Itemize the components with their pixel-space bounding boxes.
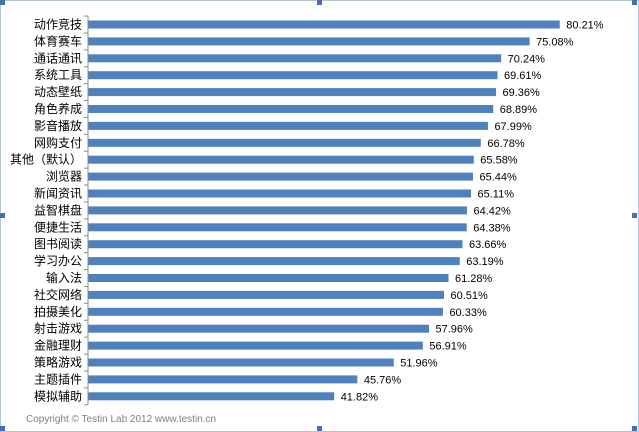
data-label: 66.78%	[487, 138, 525, 150]
data-label: 63.19%	[466, 256, 504, 268]
category-label: 动作竞技	[34, 18, 82, 32]
bar	[88, 37, 530, 46]
data-label: 69.36%	[502, 87, 540, 99]
category-label: 其他（默认）	[10, 152, 82, 167]
data-label: 64.38%	[473, 222, 511, 234]
bar	[88, 121, 488, 130]
data-label: 65.11%	[478, 189, 515, 201]
category-label: 网购支付	[34, 135, 82, 150]
data-label: 61.28%	[455, 273, 493, 285]
data-label: 60.51%	[450, 290, 488, 302]
bar	[88, 358, 394, 367]
resize-handle-bottom-right[interactable]	[632, 426, 637, 431]
category-label: 金融理财	[34, 338, 82, 353]
bar	[88, 324, 430, 333]
data-label: 41.82%	[341, 391, 379, 403]
bar	[88, 105, 494, 113]
data-label: 57.96%	[436, 324, 474, 336]
bar	[88, 172, 473, 181]
resize-handle-top-left[interactable]	[0, 0, 5, 5]
bar	[88, 138, 481, 147]
bar	[88, 274, 449, 282]
data-label: 60.33%	[449, 307, 487, 319]
bar	[88, 189, 472, 198]
category-label: 社交网络	[34, 287, 82, 302]
resize-handle-middle-right[interactable]	[632, 213, 637, 218]
data-label: 67.99%	[494, 121, 532, 133]
bar	[88, 88, 496, 97]
data-label: 69.61%	[504, 70, 542, 82]
resize-handle-middle-left[interactable]	[0, 213, 5, 218]
category-label: 动态壁纸	[34, 84, 82, 99]
data-label: 80.21%	[566, 20, 604, 32]
data-label: 65.58%	[480, 155, 518, 167]
category-label: 便捷生活	[34, 220, 82, 234]
category-label: 拍摄美化	[34, 304, 82, 319]
data-label: 70.24%	[508, 53, 546, 65]
category-label: 学习办公	[34, 253, 82, 268]
data-label: 64.42%	[473, 205, 511, 217]
resize-handle-top-center[interactable]	[317, 0, 322, 5]
data-label: 63.66%	[469, 239, 507, 251]
category-label: 体育赛车	[34, 33, 82, 48]
bar	[88, 257, 460, 266]
bar	[88, 240, 463, 249]
bar	[88, 290, 444, 299]
resize-handle-top-right[interactable]	[632, 0, 637, 5]
copyright-footer: Copyright © Testin Lab 2012 www.testin.c…	[26, 414, 217, 425]
data-label: 51.96%	[400, 358, 438, 370]
category-label: 影音播放	[34, 118, 82, 133]
bar	[88, 20, 560, 29]
category-label: 新闻资讯	[34, 186, 82, 201]
category-label: 主题插件	[34, 372, 82, 386]
category-label: 角色养成	[34, 101, 82, 116]
resize-handle-bottom-left[interactable]	[0, 426, 5, 431]
category-label: 输入法	[46, 270, 82, 285]
category-label: 浏览器	[46, 169, 82, 184]
resize-handle-bottom-center[interactable]	[317, 426, 322, 431]
bar	[88, 71, 498, 80]
data-label: 45.76%	[364, 374, 402, 386]
bar	[88, 341, 423, 350]
category-label: 图书阅读	[34, 237, 82, 251]
bar	[88, 392, 335, 401]
category-label: 模拟辅助	[34, 389, 82, 403]
bar	[88, 206, 467, 215]
bar	[88, 54, 502, 63]
category-label: 益智棋盘	[34, 202, 82, 217]
data-label: 75.08%	[536, 36, 574, 48]
bar	[88, 307, 443, 316]
category-label: 通话通讯	[34, 51, 82, 65]
bar	[88, 375, 358, 384]
bar	[88, 155, 474, 164]
data-label: 56.91%	[429, 341, 467, 353]
bar	[88, 223, 467, 232]
data-label: 68.89%	[500, 104, 538, 116]
category-label: 系统工具	[34, 68, 82, 82]
category-label: 射击游戏	[34, 321, 82, 336]
data-label: 65.44%	[479, 172, 517, 184]
category-label: 策略游戏	[34, 355, 82, 370]
